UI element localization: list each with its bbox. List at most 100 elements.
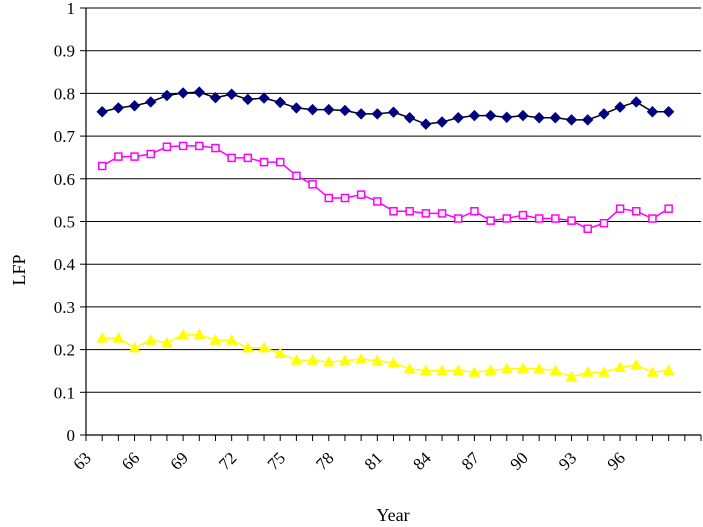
x-tick-label: 90 xyxy=(506,448,531,473)
axes xyxy=(80,7,702,441)
data-point xyxy=(274,347,287,358)
data-point xyxy=(178,141,188,151)
data-point xyxy=(128,341,141,353)
data-point xyxy=(387,106,400,118)
data-point xyxy=(549,364,562,376)
data-point xyxy=(292,171,301,181)
data-point xyxy=(403,362,416,374)
data-point xyxy=(582,114,594,126)
x-tick-label: 84 xyxy=(409,448,435,474)
data-point xyxy=(468,366,481,377)
y-tick-labels: 0 0.1 0.2 0.3 0.4 0.5 0.6 0.7 0.8 0.9 1 xyxy=(54,0,76,445)
series-group xyxy=(96,86,675,382)
data-point xyxy=(258,341,270,353)
data-point xyxy=(599,218,609,228)
data-point xyxy=(193,86,205,98)
data-point xyxy=(371,354,384,366)
x-tick-label: 96 xyxy=(603,448,628,473)
data-point xyxy=(114,152,123,161)
data-point xyxy=(96,106,108,118)
x-tick-label: 78 xyxy=(312,448,337,473)
data-point xyxy=(161,89,173,102)
data-point xyxy=(195,141,204,151)
data-point xyxy=(306,103,319,116)
data-point xyxy=(630,358,643,370)
data-point xyxy=(387,356,400,368)
data-point xyxy=(484,364,497,376)
data-point xyxy=(421,209,431,218)
data-point xyxy=(501,111,513,124)
x-tick-label: 93 xyxy=(555,448,580,473)
data-point xyxy=(598,108,610,120)
data-point xyxy=(632,207,641,216)
data-point xyxy=(436,116,448,128)
data-point xyxy=(486,216,495,225)
y-tick-label: 1 xyxy=(67,0,76,18)
data-point xyxy=(146,149,155,159)
data-point xyxy=(290,354,303,365)
data-point xyxy=(112,102,125,114)
data-point xyxy=(452,112,464,124)
data-point xyxy=(437,209,447,218)
data-point xyxy=(630,96,642,108)
data-point xyxy=(615,204,625,213)
data-point xyxy=(356,190,366,199)
data-point xyxy=(97,161,107,171)
data-point xyxy=(551,214,560,223)
data-point xyxy=(211,143,220,153)
data-point xyxy=(420,364,432,376)
data-point xyxy=(339,354,351,366)
series-0 xyxy=(96,86,675,130)
data-point xyxy=(371,108,384,120)
y-tick-label: 0.2 xyxy=(54,341,75,360)
x-tick-label: 87 xyxy=(458,448,484,474)
data-point xyxy=(470,207,479,216)
data-point xyxy=(533,362,546,374)
data-point xyxy=(502,214,512,223)
data-point xyxy=(128,100,141,112)
series-2 xyxy=(96,328,675,382)
y-tick-label: 0.3 xyxy=(54,298,75,317)
data-point xyxy=(145,96,157,108)
data-point xyxy=(581,366,594,377)
y-tick-label: 0.8 xyxy=(54,84,75,103)
data-point xyxy=(290,102,303,114)
data-point xyxy=(241,341,254,353)
data-point xyxy=(177,87,189,99)
y-tick-label: 0.9 xyxy=(54,42,75,61)
data-point xyxy=(227,153,236,163)
data-point xyxy=(533,112,545,124)
data-point xyxy=(484,109,497,122)
data-point xyxy=(209,91,222,104)
data-point xyxy=(209,334,222,345)
x-tick-label: 75 xyxy=(264,448,289,473)
x-axis-title: Year xyxy=(376,505,409,525)
data-point xyxy=(517,362,529,373)
series-line-2 xyxy=(102,333,669,378)
data-point xyxy=(144,334,157,345)
data-point xyxy=(500,362,513,374)
data-point xyxy=(193,328,206,340)
data-point xyxy=(96,332,109,343)
data-point xyxy=(646,366,659,377)
x-tick-label: 81 xyxy=(361,448,386,473)
data-point xyxy=(614,101,626,113)
y-tick-label: 0.6 xyxy=(54,170,75,189)
data-point xyxy=(468,109,481,122)
data-point xyxy=(112,332,125,343)
data-point xyxy=(162,142,172,152)
data-point xyxy=(648,214,657,223)
y-tick-label: 0 xyxy=(67,426,76,445)
data-point xyxy=(614,361,626,373)
data-point xyxy=(259,157,269,167)
data-point xyxy=(373,197,382,206)
data-point xyxy=(258,92,270,104)
y-axis-title: LFP xyxy=(9,254,29,285)
data-point xyxy=(452,364,465,376)
x-tick-label: 69 xyxy=(166,448,191,473)
data-point xyxy=(225,334,238,345)
data-point xyxy=(565,370,578,382)
data-point xyxy=(322,355,335,367)
